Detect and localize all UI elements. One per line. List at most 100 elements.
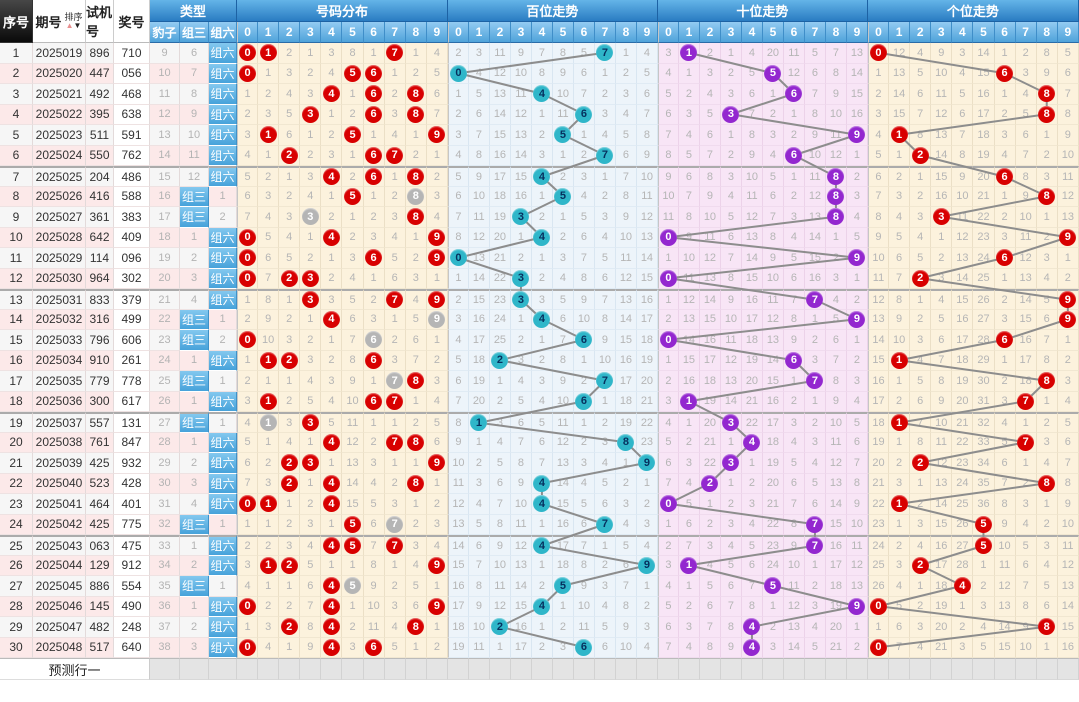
miss-count: 3 [286, 416, 293, 429]
miss-count: 1 [307, 128, 314, 141]
col-header-zusan: 组三 [180, 22, 209, 43]
tens-trend-cell: 11 [699, 227, 721, 248]
hundreds-trend-cell: 10 [552, 391, 574, 412]
miss-count: 1 [832, 231, 839, 244]
number-circle: 5 [554, 577, 572, 595]
miss-count: 12 [1019, 251, 1032, 264]
miss-count: 2 [1064, 272, 1071, 285]
units-trend-cell: 8 [1036, 350, 1058, 371]
units-trend-cell: 3 [931, 207, 953, 228]
number-distribution-cell: 8 [405, 186, 427, 207]
miss-count: 15 [346, 497, 359, 510]
number-distribution-cell: 9 [426, 309, 448, 330]
units-trend-cell: 9 [1057, 309, 1079, 330]
miss-count: 5 [244, 170, 251, 183]
miss-count: 20 [935, 620, 948, 633]
baozi-miss-count: 23 [150, 330, 180, 351]
row-period: 2025043 [33, 535, 86, 556]
number-distribution-cell: 7 [300, 596, 322, 617]
tens-trend-cell: 9 [678, 227, 700, 248]
number-distribution-cell: 1 [321, 248, 343, 269]
sort-control[interactable]: 排序 ▲▼ [65, 12, 83, 30]
miss-count: 5 [1022, 539, 1029, 552]
miss-count: 1 [727, 46, 734, 59]
miss-count: 4 [307, 374, 314, 387]
prediction-row-cell [889, 658, 911, 680]
number-circle: 6 [365, 105, 383, 123]
hundreds-trend-cell: 4 [531, 309, 553, 330]
miss-count: 7 [706, 149, 713, 162]
tens-trend-cell: 7 [678, 535, 700, 556]
row-serial: 25 [0, 535, 33, 556]
baozi-miss-count: 27 [150, 412, 180, 433]
units-trend-cell: 7 [889, 637, 911, 658]
tens-trend-cell: 14 [783, 637, 805, 658]
digit-header-tens-trend-6: 6 [783, 22, 805, 43]
units-trend-cell: 4 [889, 207, 911, 228]
tens-trend-cell: 8 [825, 371, 847, 392]
baozi-miss-count: 26 [150, 391, 180, 412]
miss-count: 10 [703, 210, 717, 223]
row-serial: 13 [0, 289, 33, 310]
hundreds-trend-cell: 4 [573, 186, 595, 207]
miss-count: 6 [580, 518, 587, 531]
miss-count: 13 [452, 518, 465, 531]
miss-count: 3 [475, 477, 482, 490]
units-trend-cell: 1 [889, 432, 911, 453]
row-winning-number: 588 [114, 186, 150, 207]
miss-count: 19 [703, 395, 717, 408]
units-trend-cell: 15 [952, 289, 974, 310]
number-circle: 1 [890, 414, 908, 432]
tens-trend-cell: 5 [762, 63, 784, 84]
miss-count: 5 [1043, 293, 1050, 306]
number-circle: 8 [407, 474, 425, 492]
units-trend-cell: 6 [952, 104, 974, 125]
number-circle: 6 [365, 392, 383, 410]
miss-count: 1 [244, 620, 251, 633]
number-circle: 3 [722, 414, 740, 432]
miss-count: 16 [1061, 641, 1074, 654]
hundreds-trend-cell: 9 [510, 473, 532, 494]
units-trend-cell: 17 [973, 104, 995, 125]
miss-count: 27 [977, 313, 990, 326]
number-circle: 9 [428, 454, 446, 472]
miss-count: 5 [455, 354, 462, 367]
tens-trend-cell: 3 [804, 350, 826, 371]
tens-trend-cell: 11 [846, 535, 868, 556]
units-trend-cell: 2 [1036, 145, 1058, 166]
hundreds-trend-cell: 15 [552, 494, 574, 515]
hundreds-trend-cell: 2 [447, 43, 469, 64]
number-distribution-cell: 2 [384, 473, 406, 494]
zusan-miss-count: 2 [180, 248, 209, 269]
tens-trend-cell: 1 [678, 391, 700, 412]
number-distribution-cell: 1 [405, 125, 427, 146]
hundreds-trend-cell: 2 [531, 207, 553, 228]
miss-count: 12 [935, 456, 948, 469]
number-distribution-cell: 6 [258, 248, 280, 269]
miss-count: 4 [811, 620, 818, 633]
miss-count: 6 [896, 620, 903, 633]
tens-trend-cell: 12 [699, 248, 721, 269]
miss-count: 1 [665, 251, 672, 264]
miss-count: 4 [643, 641, 650, 654]
number-distribution-cell: 7 [384, 391, 406, 412]
miss-count: 20 [977, 170, 990, 183]
miss-count: 1 [391, 559, 398, 572]
row-test-number: 464 [86, 494, 114, 515]
miss-count: 22 [977, 210, 990, 223]
miss-count: 11 [367, 620, 380, 633]
miss-count: 3 [307, 354, 314, 367]
miss-count: 4 [917, 539, 924, 552]
number-distribution-cell: 10 [363, 596, 385, 617]
hundreds-trend-cell: 3 [531, 289, 553, 310]
hundreds-trend-cell: 5 [573, 43, 595, 64]
miss-count: 7 [896, 641, 903, 654]
units-trend-cell: 7 [867, 186, 890, 207]
number-distribution-cell: 2 [363, 207, 385, 228]
miss-count: 4 [601, 600, 608, 613]
miss-count: 1 [896, 149, 903, 162]
hundreds-trend-cell: 11 [447, 473, 469, 494]
sort-arrows-icon[interactable]: ▲▼ [65, 20, 82, 30]
units-trend-cell: 4 [1036, 268, 1058, 289]
hundreds-trend-cell: 6 [447, 186, 469, 207]
